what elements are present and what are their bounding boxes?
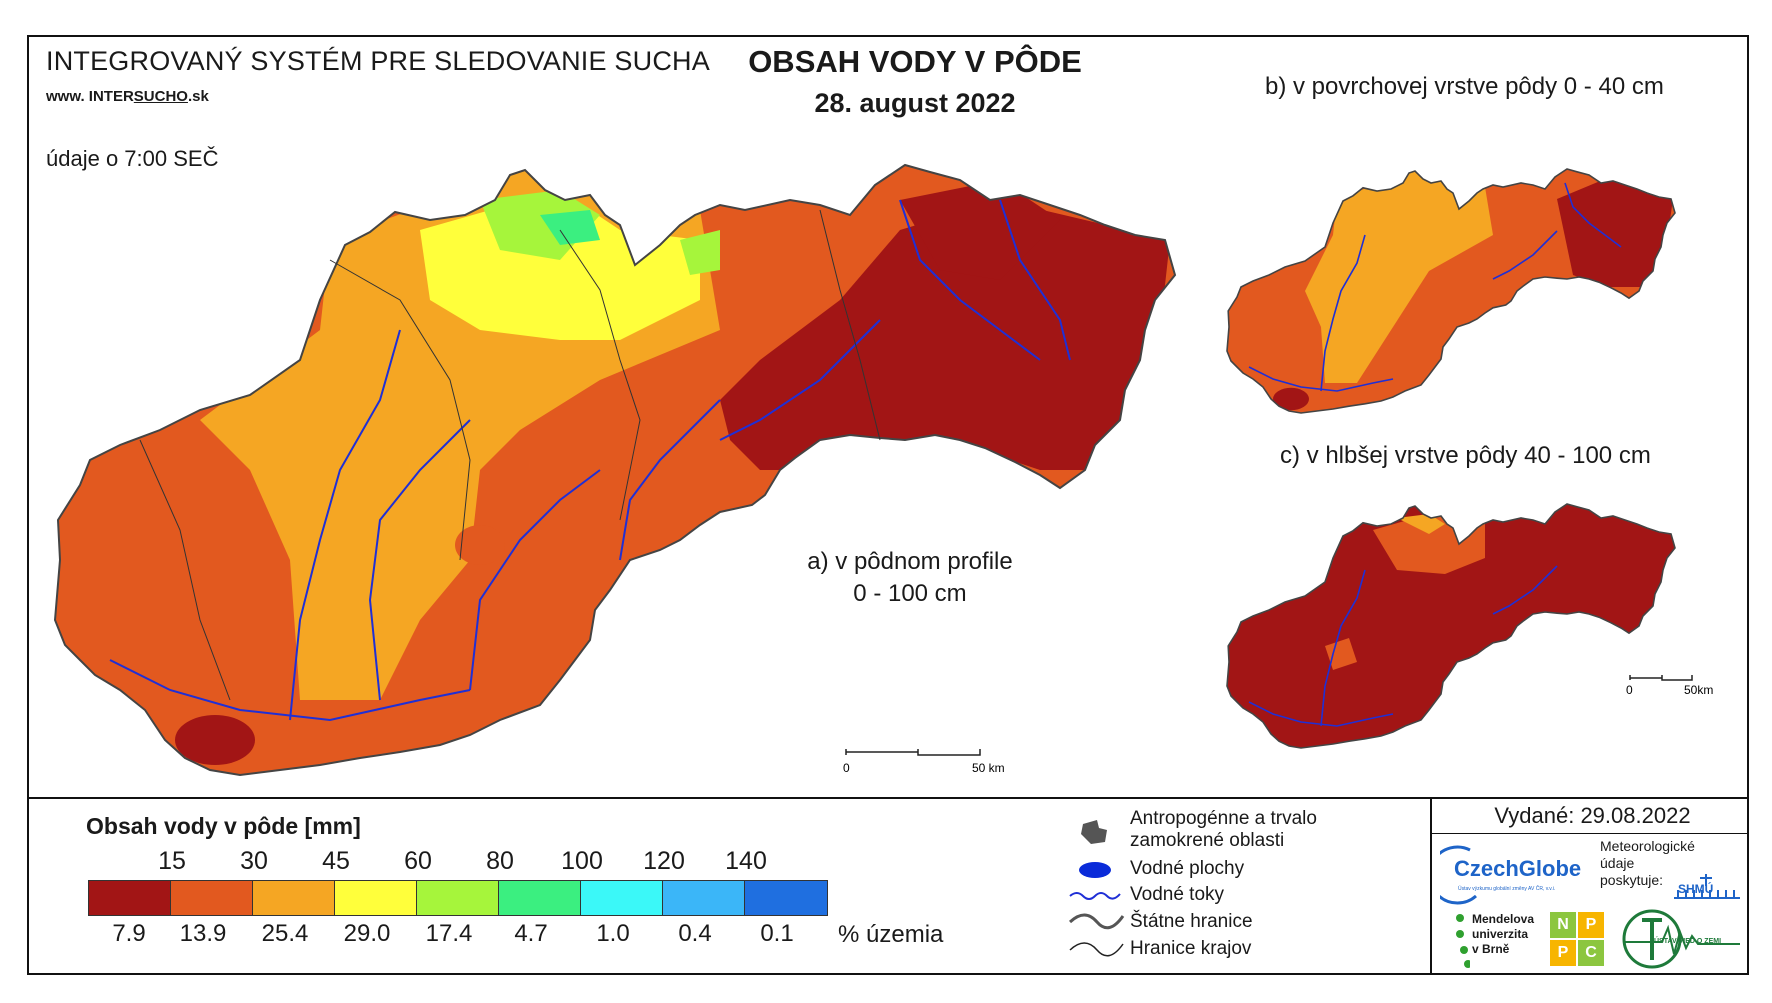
map-symbol-icons [1068,820,1125,957]
shmu-icon [1674,874,1740,899]
uvz-name: ÚSTAV VIED O ZEMI [1654,938,1722,945]
meteo-line1: Meteorologické [1600,838,1695,854]
water-streams-label: Vodné toky [1130,884,1225,905]
issued-date: Vydané: 29.08.2022 [1494,803,1691,828]
meteo-provider: Meteorologické údaje poskytuje: [1600,838,1695,889]
legend-percentage: 25.4 [261,920,309,947]
map-b-label: b) v povrchovej vrstve pôdy 0 - 40 cm [1265,73,1664,100]
uvz-logo[interactable]: ÚSTAV VIED O ZEMI [1622,908,1742,970]
legend-threshold: 100 [561,847,603,875]
legend-color-bar [88,880,828,916]
legend-swatch [417,881,499,915]
logos-divider [1430,797,1432,975]
legend-percentage: 17.4 [425,920,473,947]
map-a-scale [845,749,981,756]
map-a-scale-zero: 0 [843,761,850,775]
map-a-label-line1: a) v pôdnom profile [807,548,1013,575]
website-highlight: SUCHO [133,88,188,105]
legend-threshold: 140 [725,847,767,875]
legend-swatch [745,881,827,915]
website-link[interactable]: www. INTERSUCHO.sk [46,88,209,105]
water-bodies-label: Vodné plochy [1130,858,1245,879]
legend-swatch [253,881,335,915]
map-a-border [53,163,1177,777]
legend-threshold: 30 [240,847,268,875]
map-a-rivers [109,199,1071,722]
legend-swatch [581,881,663,915]
czechglobe-swoosh-icon [1440,845,1477,905]
website-suffix: .sk [187,88,209,105]
legend-percentage: 13.9 [179,920,227,947]
legend-threshold: 45 [322,847,350,875]
anthropogenic-label-line2: zamokrené oblasti [1130,830,1285,851]
water-body-icon [1079,862,1111,878]
legend-percentage: 0.4 [678,920,712,947]
mendel-line2: univerzita [1472,927,1529,941]
shmu-logo[interactable]: SHMÚ [1672,872,1742,902]
legend-percentage: 1.0 [596,920,630,947]
nppc-letter: N [1550,912,1576,938]
legend-swatch [335,881,417,915]
anthropogenic-label-line1: Antropogénne a trvalo [1130,808,1317,829]
legend-percentage: 7.9 [112,920,146,947]
map-a-regions [139,209,881,701]
legend-percentage: 0.1 [760,920,794,947]
region-border-label: Hranice krajov [1130,938,1252,959]
map-c-scale-km: 50km [1684,683,1713,697]
nppc-letter: P [1578,912,1604,938]
legend-swatch [499,881,581,915]
map-c [1226,503,1676,749]
legend-threshold: 80 [486,847,514,875]
legend-divider [27,797,1749,799]
map-frame [27,35,1749,975]
legend-percent-unit: % územia [838,921,944,948]
shmu-name: SHMÚ [1678,882,1714,896]
map-a-scale-km: 50 km [972,761,1005,775]
meteo-line2: údaje [1600,855,1635,871]
mendel-logo[interactable]: Mendelova univerzita v Brně [1450,910,1550,970]
region-border-icon [1069,942,1124,957]
main-title: OBSAH VODY V PÔDE [748,44,1082,79]
legend-swatch [89,881,171,915]
main-date: 28. august 2022 [814,88,1016,118]
website-prefix: www. INTER [46,88,134,105]
legend-threshold: 15 [158,847,186,875]
map-a-label-line2: 0 - 100 cm [853,580,967,607]
uvz-seismograph-icon [1622,909,1740,969]
nppc-logo[interactable]: N P P C [1550,912,1604,966]
nppc-letter: P [1550,940,1576,966]
state-border-label: Štátne hranice [1130,911,1253,932]
legend-percentage: 4.7 [514,920,548,947]
state-border-icon [1068,913,1125,930]
mendel-dots-icon [1456,914,1470,968]
legend-swatch [663,881,745,915]
issued-divider [1430,833,1749,834]
map-c-scale-zero: 0 [1626,683,1633,697]
mendel-line3: v Brně [1472,942,1510,956]
system-title: INTEGROVANÝ SYSTÉM PRE SLEDOVANIE SUCHA [46,46,710,76]
map-b [1226,168,1676,414]
legend-threshold: 60 [404,847,432,875]
anthropogenic-label: Antropogénne a trvalo zamokrené oblasti [1130,808,1317,852]
czechglobe-subtitle: Ústav výzkumu globální změny AV ČR, v.v.… [1458,886,1556,892]
czechglobe-name: CzechGlobe [1454,856,1582,881]
meteo-line3: poskytuje: [1600,872,1664,888]
map-c-label: c) v hlbšej vrstve pôdy 40 - 100 cm [1280,442,1651,469]
legend-swatch [171,881,253,915]
legend-title: Obsah vody v pôde [mm] [86,813,361,839]
legend-percentage: 29.0 [343,920,391,947]
czechglobe-logo[interactable]: CzechGlobe Ústav výzkumu globální změny … [1440,838,1598,906]
mendel-line1: Mendelova [1472,912,1535,926]
legend-threshold: 120 [643,847,685,875]
time-note: údaje o 7:00 SEČ [46,146,219,171]
map-c-scale [1629,675,1693,681]
nppc-letter: C [1578,940,1604,966]
anthropogenic-area-icon [1081,820,1107,844]
water-stream-icon [1069,892,1121,900]
map-a-zones [55,165,1175,775]
